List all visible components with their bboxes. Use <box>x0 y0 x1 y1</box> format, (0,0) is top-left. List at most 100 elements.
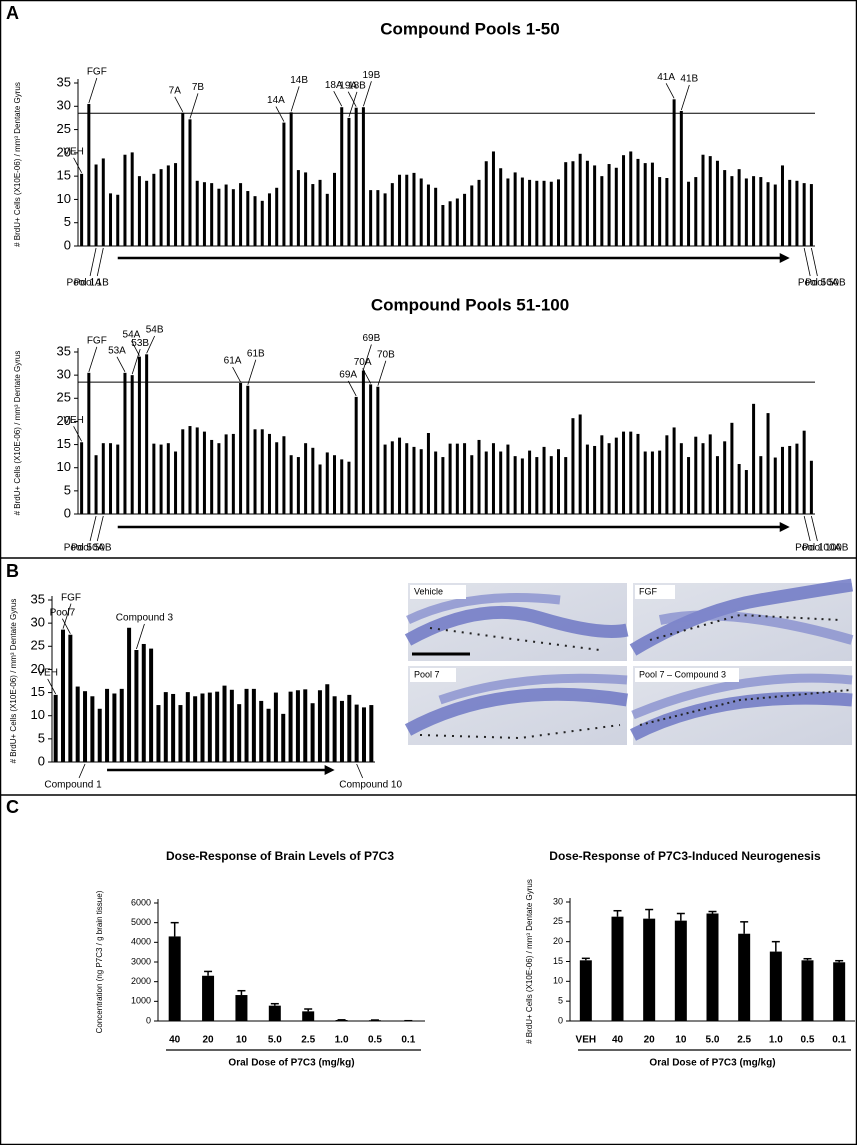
annotation-label: FGF <box>87 335 107 346</box>
bar <box>215 691 220 762</box>
annotation-label: VEH <box>63 415 84 426</box>
bar <box>61 629 66 762</box>
bar <box>665 435 669 514</box>
annotation-label: VEH <box>63 146 84 157</box>
bar <box>520 177 524 246</box>
bar <box>665 178 669 246</box>
annotation-label: VEH <box>37 668 58 679</box>
bar <box>715 456 719 514</box>
bar <box>369 705 374 762</box>
bar <box>137 356 141 514</box>
bar <box>188 426 192 514</box>
bar <box>542 446 546 514</box>
sequence-arrowhead <box>779 253 790 263</box>
panel-label: C <box>6 797 19 817</box>
bar <box>674 920 687 1021</box>
y-axis-label: # BrdU+ Cells (X10E-06) / mm³ Dentate Gy… <box>13 351 22 516</box>
bar <box>752 403 756 514</box>
bar <box>210 183 214 246</box>
x-tick-label: 10 <box>236 1035 248 1046</box>
bar <box>302 1011 315 1021</box>
annotation-label: Pool 100A <box>795 543 841 554</box>
bar <box>159 444 163 514</box>
bar <box>766 413 770 514</box>
y-tick-label: 0 <box>146 1015 151 1025</box>
bar <box>116 444 120 514</box>
bar <box>318 179 322 246</box>
bar <box>156 705 161 762</box>
bar <box>434 187 438 246</box>
bar <box>260 429 264 514</box>
bar <box>535 457 539 514</box>
bar <box>87 103 91 246</box>
bar <box>470 185 474 246</box>
bar <box>600 176 604 246</box>
bar <box>354 107 358 246</box>
micrograph: Pool 7 <box>404 666 629 745</box>
bar <box>643 451 647 514</box>
annotation-label: 18B <box>348 81 366 92</box>
bar <box>141 643 146 762</box>
bar <box>80 173 84 246</box>
bar <box>231 189 235 246</box>
annotation-arrow <box>347 380 357 397</box>
x-tick-label: 0.1 <box>832 1035 846 1046</box>
bar <box>275 442 279 514</box>
bar <box>578 414 582 514</box>
bar <box>369 190 373 246</box>
bar <box>579 960 592 1021</box>
bar <box>801 960 814 1021</box>
y-tick-label: 30 <box>553 896 563 906</box>
y-tick-label: 0 <box>64 505 71 520</box>
bar <box>643 918 656 1021</box>
annotation-label: 61B <box>247 348 265 359</box>
bar <box>535 180 539 246</box>
x-axis-label: Oral Dose of P7C3 (mg/kg) <box>228 1058 354 1069</box>
y-tick-label: 35 <box>31 591 45 606</box>
bar <box>318 464 322 514</box>
annotation-arrow <box>377 360 387 386</box>
bar <box>593 165 597 246</box>
bar <box>723 170 727 246</box>
y-axis-label: Concentration (ng P7C3 / g brain tissue) <box>95 890 104 1033</box>
bar <box>332 696 337 762</box>
x-tick-label: 1.0 <box>769 1035 783 1046</box>
x-tick-label: VEH <box>576 1035 597 1046</box>
bar <box>188 119 192 246</box>
y-tick-label: 5 <box>64 214 71 229</box>
annotation-label: FGF <box>61 592 81 603</box>
y-tick-label: 35 <box>57 343 71 358</box>
bar <box>593 445 597 514</box>
bar <box>354 396 358 514</box>
bar <box>542 180 546 246</box>
bar <box>68 634 73 762</box>
bar <box>288 691 293 762</box>
bar <box>491 151 495 246</box>
bar <box>174 451 178 514</box>
bar <box>185 692 190 762</box>
bar <box>629 431 633 514</box>
bar <box>116 194 120 246</box>
bar <box>528 450 532 514</box>
bar <box>448 443 452 514</box>
y-tick-label: 10 <box>31 707 45 722</box>
x-tick-label: 0.5 <box>801 1035 815 1046</box>
y-tick-label: 30 <box>31 615 45 630</box>
bar <box>87 372 91 514</box>
bar <box>171 693 176 762</box>
bar <box>744 178 748 246</box>
bar <box>193 696 198 762</box>
annotation-arrow <box>333 91 343 107</box>
bar <box>607 443 611 514</box>
bar <box>202 431 206 514</box>
bar <box>383 444 387 514</box>
bar <box>571 161 575 246</box>
bar <box>405 174 409 246</box>
bar <box>174 163 178 246</box>
annotation-label: Pool 50B <box>805 278 846 289</box>
bar <box>200 693 205 762</box>
y-tick-label: 20 <box>31 661 45 676</box>
x-tick-label: 40 <box>612 1035 624 1046</box>
